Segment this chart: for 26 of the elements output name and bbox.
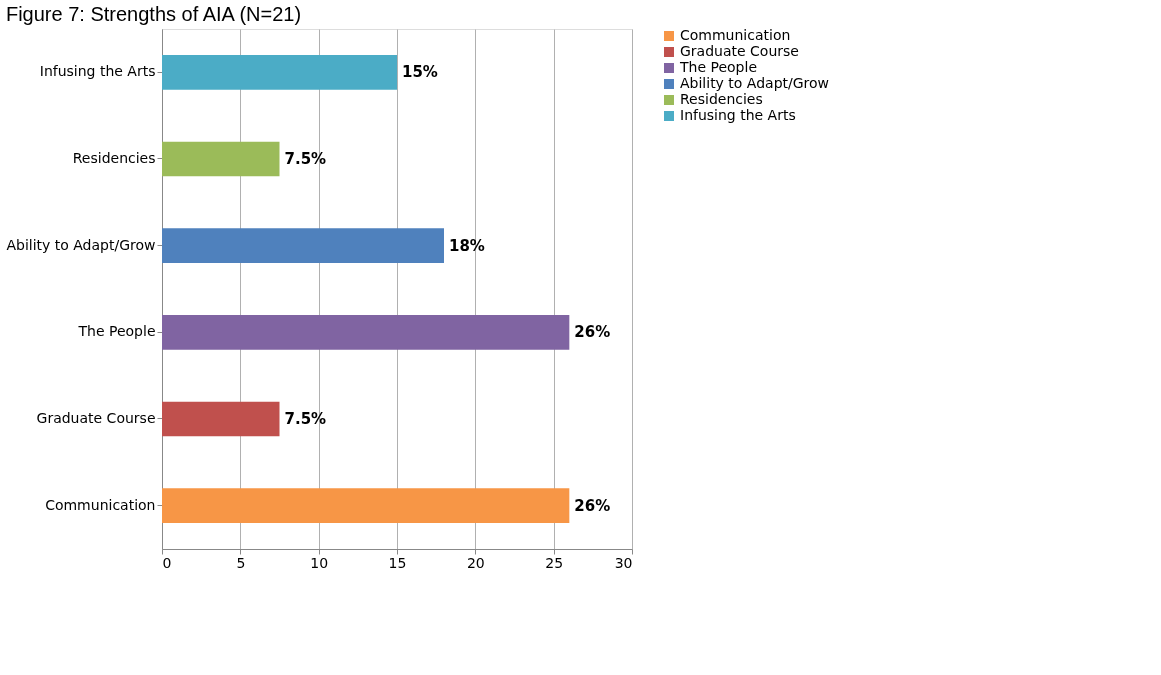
data-label: 18% — [449, 236, 485, 255]
data-label: 26% — [574, 323, 611, 342]
legend-label: Infusing the Arts — [680, 107, 796, 123]
y-tick-label: Residencies — [72, 150, 156, 166]
x-tick-label: 20 — [466, 554, 485, 571]
x-tick-label: 10 — [310, 554, 329, 571]
legend-label: Ability to Adapt/Grow — [680, 75, 830, 91]
x-tick-label: 15 — [388, 554, 407, 571]
data-label: 7.5% — [284, 410, 327, 428]
data-label: 26% — [574, 496, 611, 515]
x-tick-label: 0 — [162, 554, 172, 571]
data-label: 15% — [402, 63, 438, 82]
data-label: 7.5% — [284, 150, 327, 168]
legend-label: Communication — [680, 27, 791, 43]
y-tick-label: The People — [77, 323, 156, 340]
x-tick-label: 25 — [545, 554, 564, 571]
y-tick-label: Communication — [45, 496, 156, 513]
x-tick-label: 5 — [236, 554, 246, 571]
chart-title: Figure 7: Strengths of AIA (N=21) — [5, 3, 302, 25]
legend-label: The People — [679, 59, 757, 75]
legend-label: Residencies — [680, 91, 763, 107]
y-tick-label: Graduate Course — [36, 410, 156, 426]
legend-label: Graduate Course — [680, 43, 799, 59]
y-tick-label: Infusing the Arts — [39, 63, 156, 80]
y-tick-label: Ability to Adapt/Grow — [6, 236, 156, 253]
x-tick-label: 30 — [614, 554, 633, 571]
